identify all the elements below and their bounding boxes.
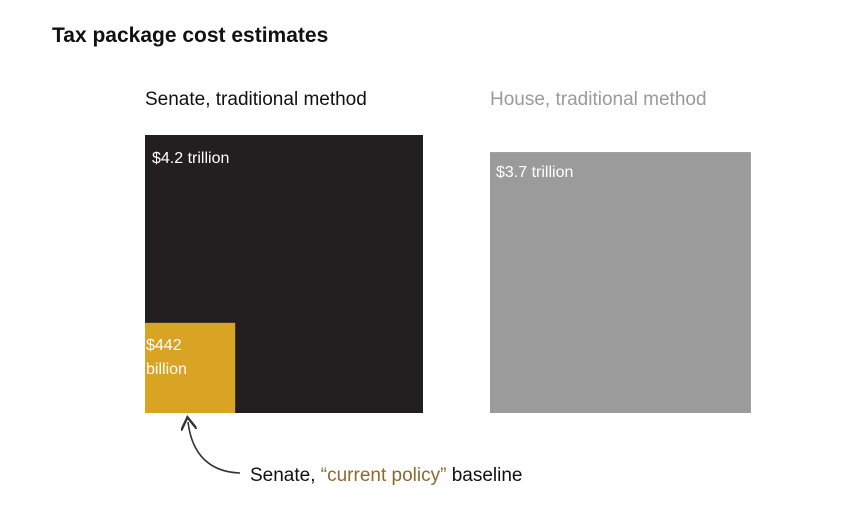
annotation-arrow — [188, 422, 241, 474]
annotation-suffix: baseline — [446, 465, 523, 486]
chart-title: Tax package cost estimates — [52, 24, 329, 47]
baseline-annotation: Senate, “current policy” baseline — [250, 465, 523, 487]
senate-panel-label: Senate, traditional method — [145, 89, 367, 110]
baseline-square — [145, 322, 236, 413]
baseline-value-label-line1: $442 — [146, 337, 182, 354]
baseline-value-label-line2: billion — [146, 361, 187, 378]
house-value-label: $3.7 trillion — [496, 164, 573, 181]
house-panel-label: House, traditional method — [490, 89, 707, 110]
senate-value-label: $4.2 trillion — [152, 150, 229, 167]
annotation-prefix: Senate, — [250, 465, 321, 486]
annotation-quoted: “current policy” — [320, 465, 447, 486]
house-square — [490, 152, 751, 413]
